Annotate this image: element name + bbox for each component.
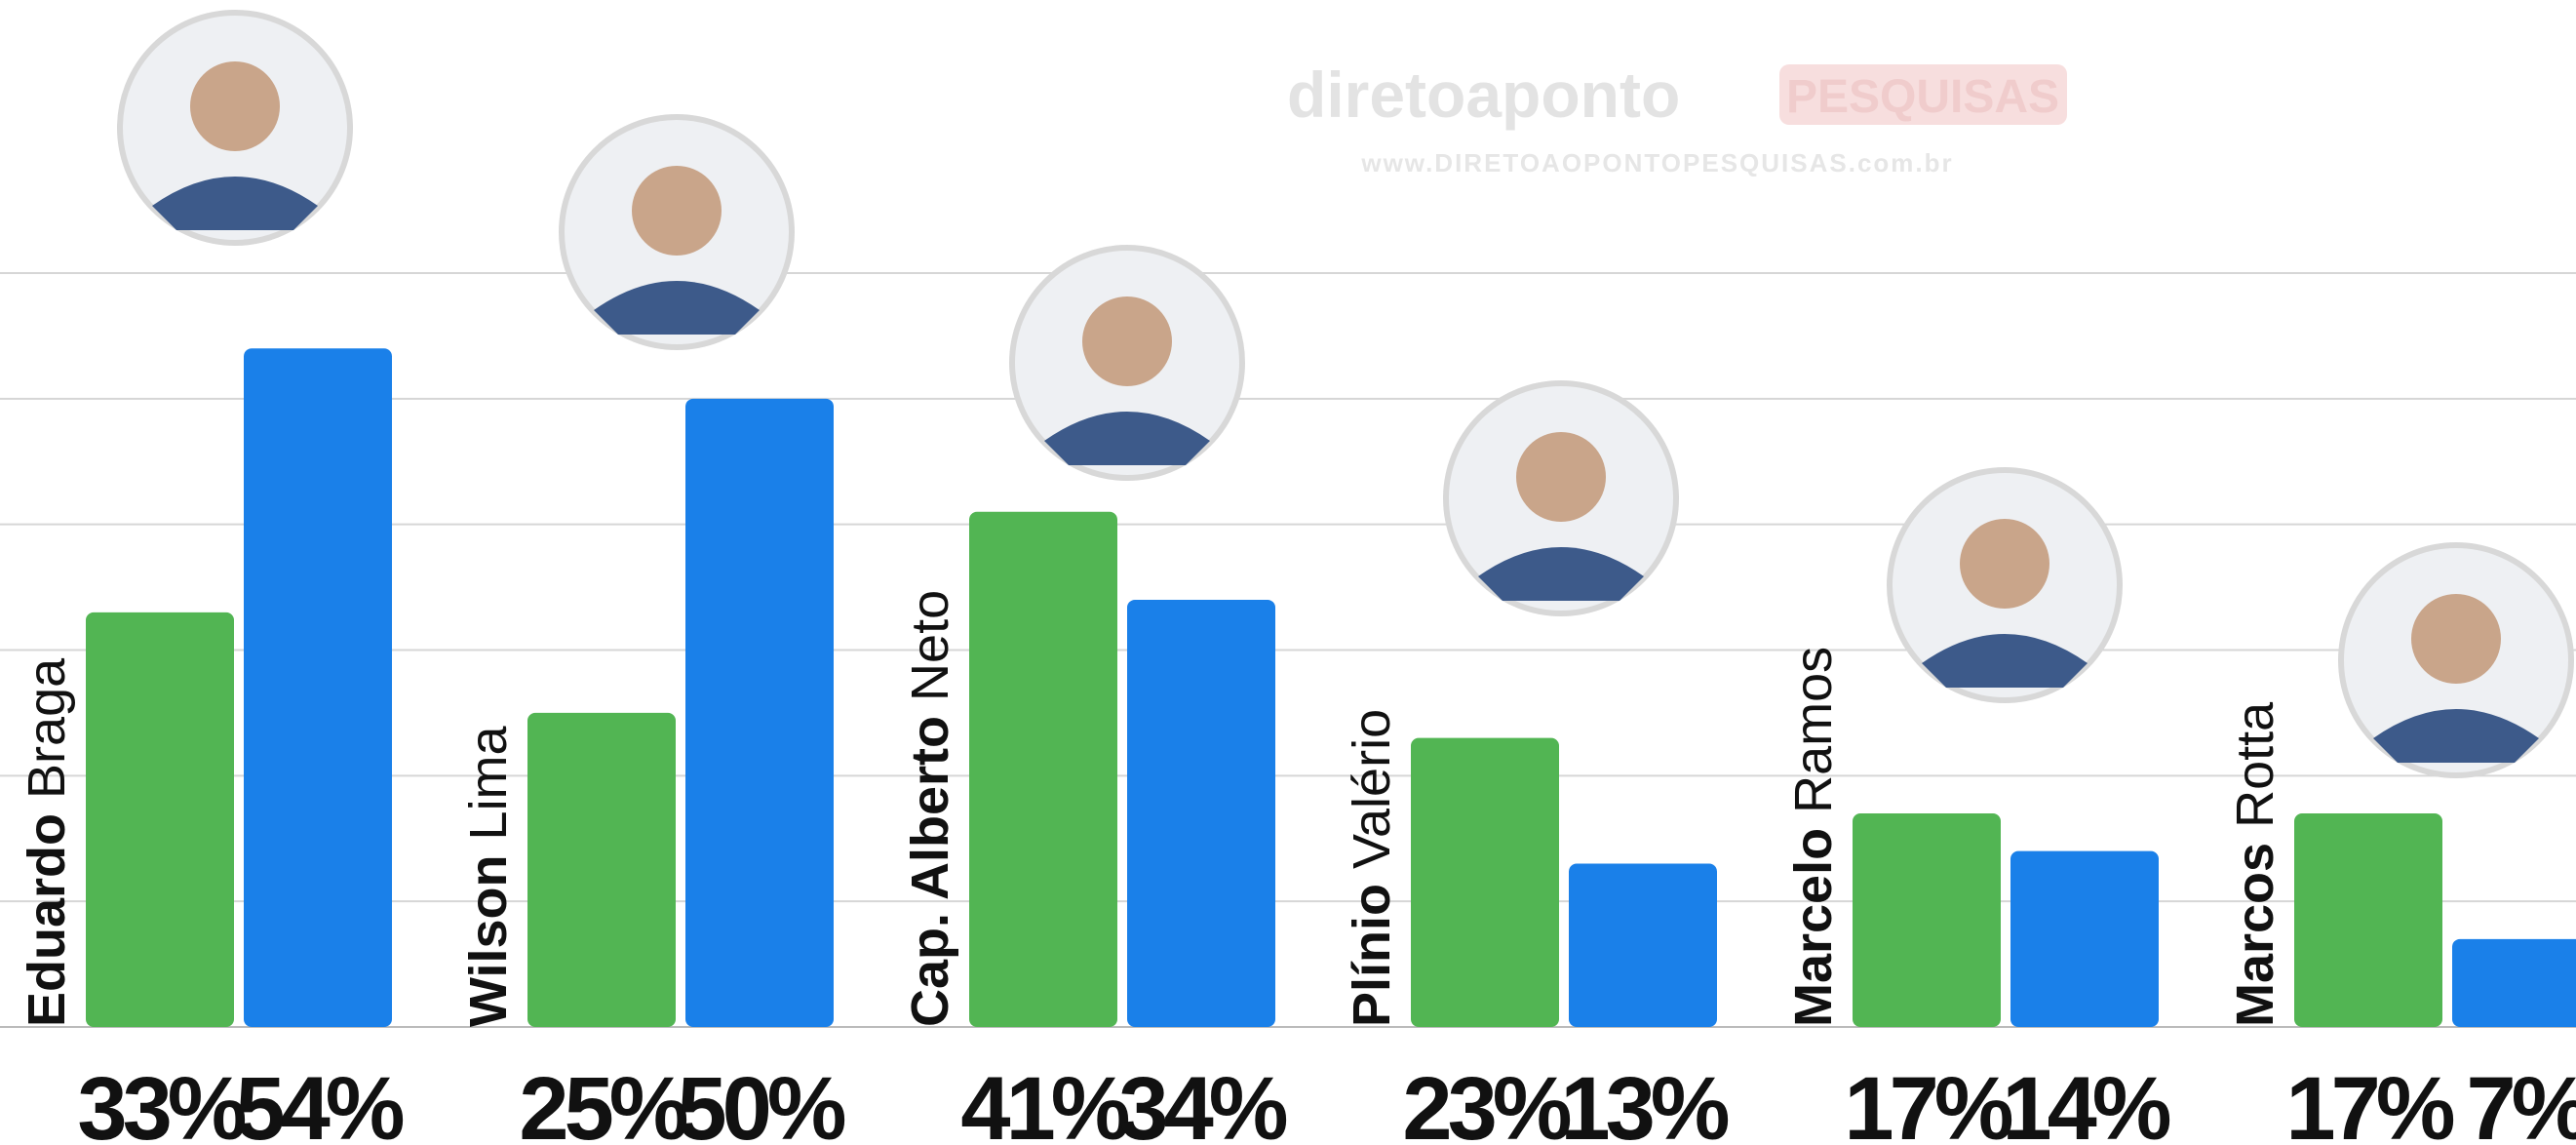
first-name: Eduardo: [18, 813, 76, 1027]
bar: [2452, 939, 2576, 1027]
value-label: 23%: [1402, 1059, 1570, 1145]
value-label: 13%: [1560, 1059, 1728, 1145]
candidate-name: Wilson Lima: [459, 725, 518, 1027]
value-label: 33%: [77, 1059, 245, 1145]
last-name: Ramos: [1784, 647, 1843, 813]
bar: [1411, 738, 1559, 1027]
brand-tag: PESQUISAS: [1786, 71, 2059, 123]
bar: [2010, 851, 2159, 1027]
photo-head: [632, 166, 722, 256]
photo-head: [1516, 432, 1606, 522]
bar: [244, 348, 392, 1027]
value-label: 17%: [1844, 1059, 2011, 1145]
first-name: Marcelo: [1784, 828, 1843, 1027]
bar: [527, 713, 676, 1027]
bar: [685, 399, 834, 1027]
last-name: Braga: [18, 657, 76, 799]
url: www.DIRETOAOPONTOPESQUISAS.com.br: [1360, 148, 1953, 178]
value-label: 54%: [235, 1059, 403, 1145]
value-label: 17%: [2285, 1059, 2453, 1145]
bar: [86, 612, 234, 1027]
candidate-name: Plínio Valério: [1343, 709, 1401, 1027]
candidate-name: Marcelo Ramos: [1784, 647, 1843, 1027]
bar: [1853, 813, 2001, 1027]
last-name: Rotta: [2226, 701, 2284, 828]
value-label: 14%: [2002, 1059, 2169, 1145]
value-label: 50%: [677, 1059, 844, 1145]
photo-head: [2411, 594, 2501, 684]
value-label: 25%: [519, 1059, 686, 1145]
photo-head: [190, 61, 280, 151]
value-label: 7%: [2467, 1059, 2576, 1145]
candidate-name: Eduardo Braga: [18, 657, 76, 1027]
last-name: Neto: [901, 590, 959, 701]
candidate-name: Marcos Rotta: [2226, 701, 2284, 1027]
last-name: Valério: [1343, 709, 1401, 869]
first-name: Wilson: [459, 854, 518, 1027]
page: {"chart_data": {"type": "bar", "brand": …: [0, 0, 2576, 1145]
photo-head: [1082, 296, 1172, 386]
bar: [1569, 864, 1717, 1027]
bar: [1127, 600, 1275, 1027]
last-name: Lima: [459, 725, 518, 840]
first-name: Cap. Alberto: [901, 716, 959, 1027]
bar: [969, 512, 1117, 1027]
value-label: 41%: [960, 1059, 1128, 1145]
bar: [2294, 813, 2442, 1027]
first-name: Marcos: [2226, 843, 2284, 1027]
brand: diretoaponto: [1287, 59, 1680, 131]
candidate-name: Cap. Alberto Neto: [901, 590, 959, 1027]
value-label: 34%: [1118, 1059, 1286, 1145]
photo-head: [1960, 519, 2049, 609]
chart: diretoaponto PESQUISAS www.DIRETOAOPONTO…: [0, 0, 2576, 1145]
first-name: Plínio: [1343, 884, 1401, 1027]
